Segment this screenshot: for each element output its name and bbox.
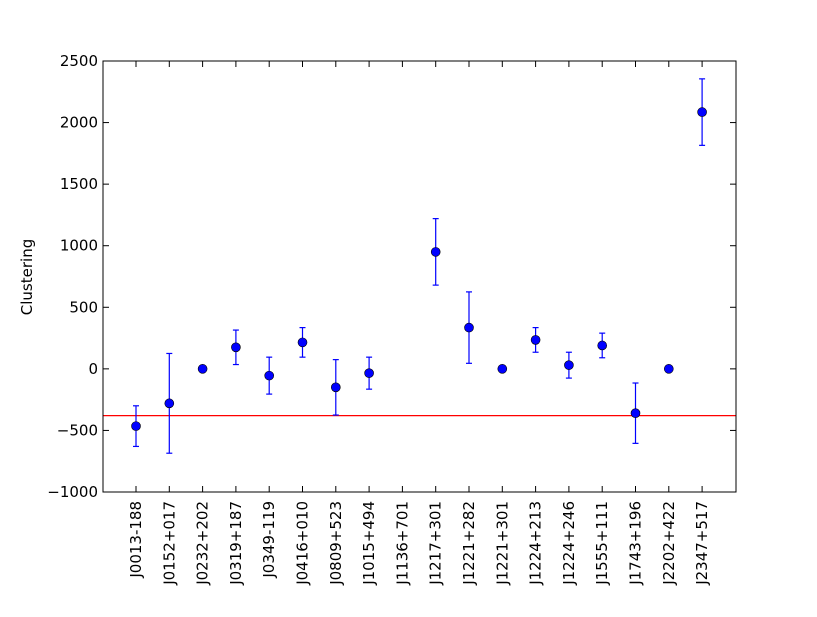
- x-tick-label: J1221+282: [460, 501, 478, 586]
- data-point: [231, 342, 241, 353]
- x-tick-label: J1743+196: [627, 501, 645, 586]
- y-tick-label: 1000: [60, 237, 98, 255]
- data-point: [297, 337, 308, 348]
- y-axis: −1000 −500 0 500 1000 1500 2000 2500: [47, 52, 736, 501]
- x-tick-label: J2202+422: [660, 501, 678, 586]
- data-point: [497, 364, 508, 374]
- x-tick-label: J0349-119: [260, 501, 278, 579]
- data-marks-layer: [131, 78, 707, 454]
- x-tick-label: J1224+246: [560, 501, 578, 586]
- data-point: [364, 368, 374, 378]
- y-axis-label: Clustering: [18, 239, 36, 315]
- y-tick-label: 2000: [60, 114, 98, 132]
- plot-background: [103, 61, 736, 492]
- data-point: [530, 335, 541, 345]
- data-point: [131, 421, 141, 431]
- x-axis: J0013-188 J0152+017 J0232+202 J0319+187 J034…: [127, 61, 711, 586]
- x-tick-label: J1136+701: [393, 501, 411, 586]
- plot-frame: [102, 60, 737, 493]
- y-tick-label: 500: [69, 298, 98, 316]
- data-point: [697, 107, 707, 117]
- y-tick-label: 2500: [60, 52, 98, 70]
- x-tick-label: J0232+202: [194, 501, 212, 586]
- x-tick-label: J0013-188: [127, 501, 145, 579]
- data-point: [430, 247, 441, 257]
- x-tick-label: J0319+187: [227, 501, 245, 586]
- data-point: [197, 364, 208, 374]
- data-point: [264, 370, 275, 381]
- y-tick-label: −500: [57, 421, 98, 439]
- data-point: [663, 364, 674, 374]
- data-point: [464, 322, 474, 333]
- y-tick-label: 1500: [60, 175, 98, 193]
- x-tick-label: J1555+111: [593, 501, 611, 586]
- x-tick-label: J1221+301: [493, 501, 511, 586]
- x-tick-label: J0152+017: [160, 501, 178, 586]
- data-point: [330, 382, 341, 393]
- y-tick-label: 0: [88, 360, 98, 378]
- data-point: [630, 408, 641, 418]
- x-tick-label: J1217+301: [427, 501, 445, 586]
- x-tick-label: J1015+494: [360, 501, 378, 586]
- y-tick-label: −1000: [47, 483, 98, 501]
- x-tick-label: J1224+213: [527, 501, 545, 586]
- data-point: [564, 360, 574, 370]
- data-point: [597, 340, 608, 351]
- data-point: [164, 398, 175, 409]
- x-tick-label: J0809+523: [327, 501, 345, 586]
- x-tick-label: J2347+517: [693, 501, 711, 586]
- x-tick-label: J0416+010: [294, 501, 312, 586]
